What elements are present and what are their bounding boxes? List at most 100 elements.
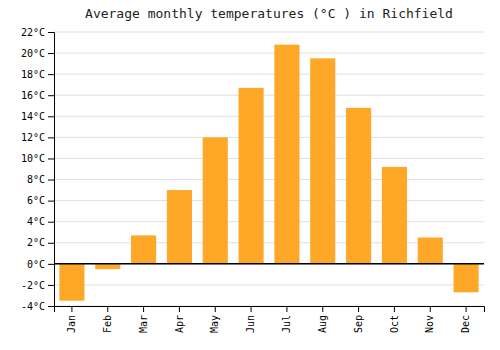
x-tick-mark bbox=[71, 306, 72, 312]
y-tick: -4°C bbox=[21, 301, 54, 312]
y-tick: 0°C bbox=[27, 259, 54, 270]
y-tick-mark bbox=[48, 285, 54, 286]
y-tick-mark bbox=[48, 243, 54, 244]
y-tick-mark bbox=[48, 306, 54, 307]
y-tick-label: 14°C bbox=[21, 111, 45, 122]
grid-line bbox=[54, 200, 484, 201]
zero-line bbox=[54, 263, 484, 265]
x-tick-label: Jun bbox=[245, 315, 256, 333]
plot: -4°C -2°C 0°C 2°C 4°C 6°C 8°C 10°C 12°C 14°C 16°C 1… bbox=[21, 27, 485, 333]
bar bbox=[167, 190, 192, 264]
grid-line bbox=[54, 116, 484, 117]
x-tick-label: Nov bbox=[424, 315, 435, 333]
y-tick-mark bbox=[48, 53, 54, 54]
y-tick: 14°C bbox=[21, 111, 54, 122]
y-tick: 22°C bbox=[21, 27, 54, 38]
x-tick-mark bbox=[286, 306, 287, 312]
grid-line bbox=[54, 74, 484, 75]
y-tick-label: 8°C bbox=[27, 174, 45, 185]
grid-line bbox=[54, 221, 484, 222]
x-tick-label: May bbox=[209, 315, 220, 333]
x-tick-label: Aug bbox=[317, 315, 328, 333]
y-tick-mark bbox=[48, 180, 54, 181]
y-tick-label: 0°C bbox=[27, 259, 45, 270]
x-tick: Feb bbox=[102, 306, 113, 333]
bar bbox=[418, 238, 443, 264]
y-tick-label: 2°C bbox=[27, 237, 45, 248]
x-tick-label: Sep bbox=[353, 315, 364, 333]
grid-line bbox=[54, 263, 484, 264]
y-tick-mark bbox=[48, 116, 54, 117]
x-tick-label: Jan bbox=[66, 315, 77, 333]
y-tick-mark bbox=[48, 201, 54, 202]
x-tick-label: Jul bbox=[281, 315, 292, 333]
x-tick: May bbox=[209, 306, 220, 333]
chart: Average monthly temperatures (°C ) in Ri… bbox=[0, 0, 500, 350]
title: Average monthly temperatures (°C ) in Ri… bbox=[85, 6, 453, 21]
x-tick-label: Feb bbox=[102, 315, 113, 333]
x-tick: Dec bbox=[460, 306, 471, 333]
y-tick: 12°C bbox=[21, 132, 54, 143]
bar bbox=[274, 45, 299, 264]
x-tick-mark bbox=[430, 306, 431, 312]
x-tick-label: Apr bbox=[174, 315, 185, 333]
bar bbox=[310, 58, 335, 264]
x-tick: Nov bbox=[424, 306, 435, 333]
bar bbox=[346, 108, 371, 264]
y-tick-label: 10°C bbox=[21, 153, 45, 164]
grid-line bbox=[54, 179, 484, 180]
bars bbox=[59, 45, 478, 301]
y-tick-mark bbox=[48, 32, 54, 33]
y-tick: 20°C bbox=[21, 48, 54, 59]
y-tick: 4°C bbox=[27, 216, 54, 227]
y-axis: -4°C -2°C 0°C 2°C 4°C 6°C 8°C 10°C 12°C 14°C 16°C 1… bbox=[21, 27, 55, 312]
y-tick: 6°C bbox=[27, 195, 54, 206]
grid-line bbox=[54, 32, 484, 33]
y-tick-mark bbox=[48, 158, 54, 159]
x-tick: Jul bbox=[281, 306, 292, 333]
x-tick-mark bbox=[394, 306, 395, 312]
x-axis: Jan Feb Mar Apr May Jun Jul Aug Sep Oct Nov Dec bbox=[55, 306, 485, 333]
y-tick-label: 16°C bbox=[21, 90, 45, 101]
x-tick-mark bbox=[179, 306, 180, 312]
x-tick-mark bbox=[251, 306, 252, 312]
y-tick: 8°C bbox=[27, 174, 54, 185]
y-tick-mark bbox=[48, 222, 54, 223]
grid-line bbox=[54, 53, 484, 54]
bar bbox=[382, 167, 407, 264]
y-axis-line bbox=[48, 33, 55, 307]
y-tick-label: 6°C bbox=[27, 195, 45, 206]
y-tick-label: 18°C bbox=[21, 69, 45, 80]
x-tick-mark bbox=[322, 306, 323, 312]
bar bbox=[454, 264, 479, 292]
y-tick-label: 20°C bbox=[21, 48, 45, 59]
y-tick-label: 12°C bbox=[21, 132, 45, 143]
grid-line bbox=[54, 137, 484, 138]
x-tick-mark bbox=[215, 306, 216, 312]
y-tick: 18°C bbox=[21, 69, 54, 80]
x-tick-mark bbox=[358, 306, 359, 312]
x-axis-line bbox=[55, 307, 485, 313]
y-tick-label: -2°C bbox=[21, 280, 45, 291]
y-tick: 10°C bbox=[21, 153, 54, 164]
y-tick-mark bbox=[48, 137, 54, 138]
y-tick-label: -4°C bbox=[21, 301, 45, 312]
grid bbox=[54, 32, 484, 306]
x-tick-label: Oct bbox=[389, 315, 400, 333]
x-tick: Oct bbox=[389, 306, 400, 333]
y-tick: 2°C bbox=[27, 237, 54, 248]
x-tick: Jun bbox=[245, 306, 256, 333]
x-tick-mark bbox=[466, 306, 467, 312]
bar bbox=[95, 264, 120, 269]
y-tick-label: 22°C bbox=[21, 27, 45, 38]
grid-line bbox=[54, 95, 484, 96]
y-tick: -2°C bbox=[21, 280, 54, 291]
y-tick-label: 4°C bbox=[27, 216, 45, 227]
x-tick-label: Mar bbox=[138, 315, 149, 333]
x-tick-label: Dec bbox=[460, 315, 471, 333]
y-tick-mark bbox=[48, 264, 54, 265]
x-tick: Apr bbox=[174, 306, 185, 333]
grid-line bbox=[54, 158, 484, 159]
x-tick: Jan bbox=[66, 306, 77, 333]
x-tick: Aug bbox=[317, 306, 328, 333]
